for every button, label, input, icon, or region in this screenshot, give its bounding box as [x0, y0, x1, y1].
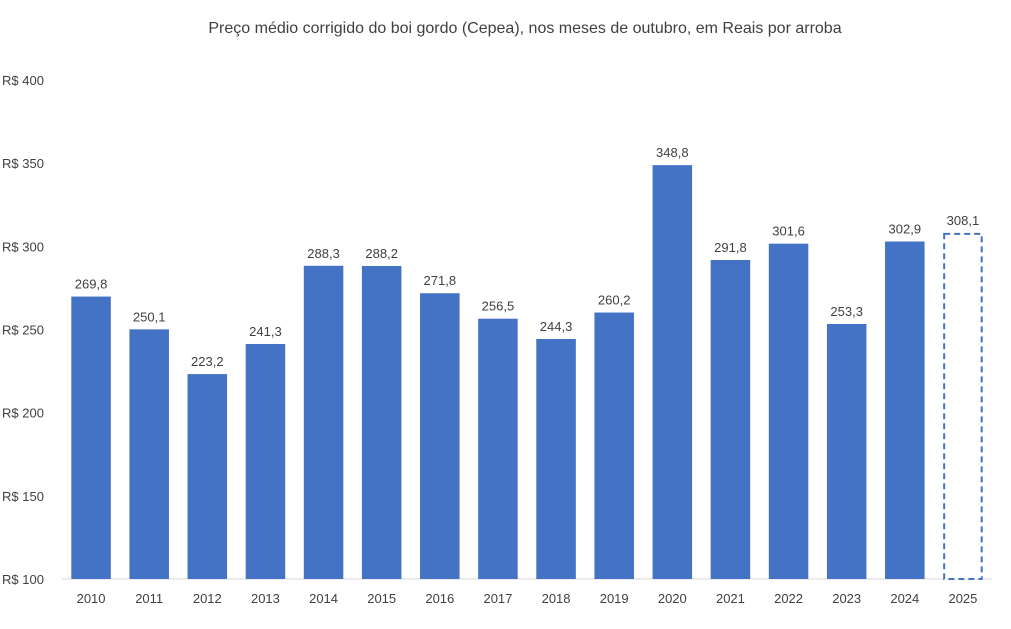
- data-label-2022: 301,6: [772, 224, 805, 239]
- data-label-2012: 223,2: [191, 354, 224, 369]
- data-label-2015: 288,2: [365, 246, 398, 261]
- data-label-2010: 269,8: [75, 277, 108, 292]
- bar-2021: [710, 259, 751, 579]
- bar-2017: [478, 318, 518, 579]
- bar-2015: [361, 265, 402, 579]
- x-tick-label-2014: 2014: [309, 591, 338, 606]
- y-tick-label: R$ 400: [2, 73, 44, 88]
- data-label-2017: 256,5: [482, 299, 515, 314]
- x-tick-label-2024: 2024: [890, 591, 919, 606]
- x-tick-label-2019: 2019: [600, 591, 629, 606]
- x-tick-label-2010: 2010: [77, 591, 106, 606]
- x-axis: 2010 2011 2012 2013 2014 2015 2016 2017 2018 2019…: [77, 591, 978, 606]
- bar-2014: [303, 265, 344, 579]
- chart-title: Preço médio corrigido do boi gordo (Cepe…: [208, 20, 842, 37]
- x-tick-label-2022: 2022: [774, 591, 803, 606]
- x-tick-label-2012: 2012: [193, 591, 222, 606]
- data-label-2025: 308,1: [947, 213, 980, 228]
- bar-2020: [652, 165, 693, 580]
- bar-2018: [536, 338, 576, 579]
- data-label-2023: 253,3: [830, 304, 863, 319]
- bar-2012: [187, 374, 228, 579]
- bar-2022: [768, 243, 809, 579]
- y-tick-label: R$ 150: [2, 489, 44, 504]
- data-label-2014: 288,3: [307, 246, 340, 261]
- y-tick-label: R$ 100: [2, 572, 44, 587]
- x-tick-label-2017: 2017: [483, 591, 512, 606]
- x-tick-label-2020: 2020: [658, 591, 687, 606]
- y-tick-label: R$ 200: [2, 406, 44, 421]
- bar-2019: [594, 312, 634, 579]
- data-label-2013: 241,3: [249, 324, 282, 339]
- data-label-2024: 302,9: [889, 222, 922, 237]
- data-labels: 269,8 250,1 223,2 241,3 288,3 288,2 271,8 256,5…: [75, 145, 979, 369]
- x-tick-label-2025: 2025: [948, 591, 977, 606]
- y-tick-label: R$ 300: [2, 239, 44, 254]
- data-label-2019: 260,2: [598, 293, 631, 308]
- data-label-2016: 271,8: [424, 273, 457, 288]
- data-label-2021: 291,8: [714, 240, 747, 255]
- x-tick-label-2016: 2016: [425, 591, 454, 606]
- data-label-2011: 250,1: [133, 309, 166, 324]
- bar-2023: [826, 324, 867, 579]
- y-axis: R$ 100 R$ 150 R$ 200 R$ 250 R$ 300 R$ 350 R$ 4…: [2, 73, 44, 587]
- x-tick-label-2018: 2018: [542, 591, 571, 606]
- x-tick-label-2021: 2021: [716, 591, 745, 606]
- bar-2024: [885, 241, 925, 579]
- data-label-2018: 244,3: [540, 319, 573, 334]
- y-tick-label: R$ 350: [2, 156, 44, 171]
- data-label-2020: 348,8: [656, 145, 689, 160]
- x-tick-label-2023: 2023: [832, 591, 861, 606]
- x-tick-label-2011: 2011: [135, 591, 163, 606]
- bar-2016: [420, 293, 460, 579]
- x-tick-label-2015: 2015: [367, 591, 396, 606]
- bar-2011: [129, 329, 169, 579]
- bar-2013: [245, 343, 286, 579]
- bar-2010: [71, 296, 111, 579]
- bar-2025: [943, 232, 983, 581]
- x-tick-label-2013: 2013: [251, 591, 280, 606]
- y-tick-label: R$ 250: [2, 323, 44, 338]
- bars: [71, 165, 983, 581]
